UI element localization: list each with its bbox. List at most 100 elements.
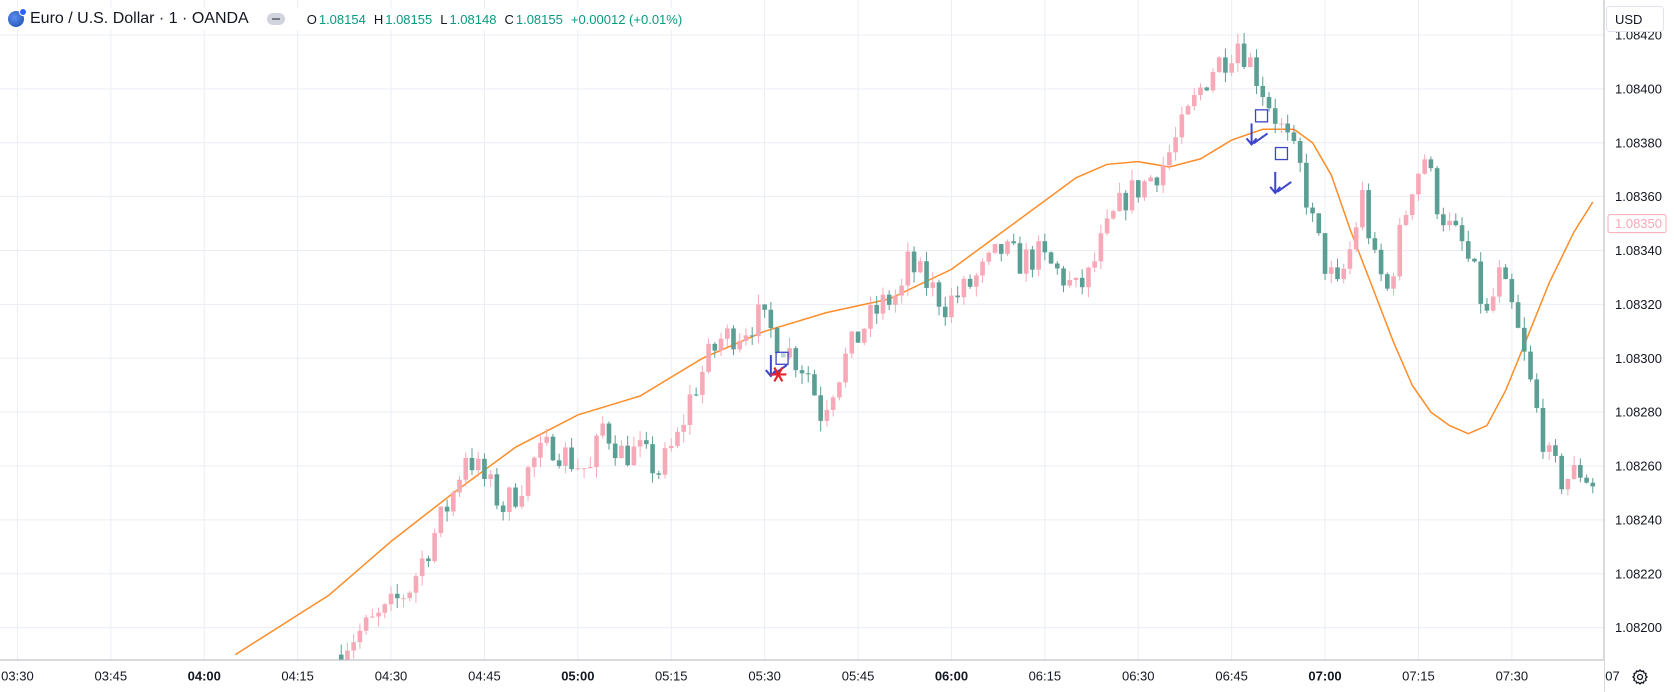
candle <box>749 327 755 345</box>
candle-body <box>1123 192 1129 211</box>
candle-body <box>1160 165 1166 186</box>
eye-icon[interactable] <box>266 13 285 25</box>
candle <box>1048 251 1054 265</box>
candle-body <box>1042 241 1048 253</box>
candle <box>812 369 817 396</box>
candle <box>1441 207 1446 232</box>
candle <box>675 427 680 449</box>
time-tick-label: 03:30 <box>1 669 34 684</box>
candle <box>544 428 550 446</box>
candle-body <box>1017 243 1023 274</box>
candle-body <box>675 431 680 446</box>
candle <box>407 591 413 602</box>
candle <box>1484 297 1490 314</box>
candle-body <box>525 467 531 496</box>
currency-button[interactable]: USD <box>1606 6 1664 32</box>
candle <box>1509 273 1515 309</box>
candle-body <box>942 306 948 318</box>
candle <box>1459 217 1465 251</box>
candle-body <box>936 282 942 307</box>
candle <box>874 295 880 325</box>
candle <box>886 290 892 311</box>
candle-body <box>370 616 375 618</box>
candle <box>1397 218 1403 281</box>
candle <box>494 467 500 510</box>
candle-body <box>1179 114 1185 138</box>
candle-body <box>837 382 842 398</box>
candle-body <box>1135 180 1141 198</box>
candle <box>1073 277 1079 288</box>
candle-body <box>1447 220 1452 226</box>
candle-body <box>961 278 967 298</box>
trade-markers-layer <box>765 109 1292 382</box>
candle <box>1360 181 1365 231</box>
candle <box>768 301 774 338</box>
candle <box>594 433 599 478</box>
candle <box>444 499 450 522</box>
candle-body <box>1104 218 1110 234</box>
candle-body <box>1571 465 1577 480</box>
candle <box>1540 398 1546 459</box>
candle-body <box>1272 108 1278 124</box>
candle-body <box>1198 87 1203 96</box>
candle <box>587 457 593 469</box>
candle-body <box>693 394 699 396</box>
candle-body <box>1521 327 1527 352</box>
candle <box>1198 83 1203 101</box>
candle-body <box>886 294 892 305</box>
candle-body <box>1098 233 1104 262</box>
candle <box>644 431 649 449</box>
candle-body <box>1553 445 1558 456</box>
candle-body <box>382 604 388 613</box>
candle-body <box>475 458 481 471</box>
settings-icon[interactable] <box>1630 667 1650 687</box>
candle <box>1173 126 1178 161</box>
candle-body <box>357 630 363 643</box>
candle-body <box>575 468 581 470</box>
candle <box>1335 258 1340 282</box>
candle-body <box>507 487 512 512</box>
candle-body <box>924 261 929 288</box>
symbol-title[interactable]: Euro / U.S. Dollar · 1 · OANDA <box>30 10 249 27</box>
candle <box>419 550 425 586</box>
candle <box>1472 258 1477 263</box>
candle-body <box>587 467 593 469</box>
candle-body <box>1285 123 1290 133</box>
candle <box>1353 221 1359 252</box>
time-tick-label: 06:45 <box>1215 669 1248 684</box>
open-value: 1.08154 <box>318 11 366 27</box>
candle-body <box>1279 123 1284 125</box>
candle-body <box>793 348 799 371</box>
low-label: L <box>440 11 448 27</box>
candle <box>1011 233 1017 246</box>
candle-body <box>1248 57 1253 67</box>
candle <box>712 342 718 358</box>
candle <box>1521 317 1527 361</box>
candle-body <box>700 371 705 395</box>
price-tick-label: 1.08320 <box>1615 297 1662 312</box>
candle <box>743 328 749 346</box>
candle-body <box>818 395 823 421</box>
candle-body <box>426 558 431 562</box>
arrow-head <box>1269 186 1281 195</box>
candle <box>1254 49 1259 95</box>
candle-body <box>1297 141 1303 163</box>
candle <box>1148 175 1153 182</box>
candle <box>538 433 543 468</box>
candle-body <box>1054 263 1060 269</box>
candle-body <box>494 474 500 506</box>
price-tick-label: 1.08280 <box>1615 405 1662 420</box>
candle-body <box>1360 190 1365 228</box>
candle-body <box>419 558 425 577</box>
candle-body <box>1322 233 1328 274</box>
candle-body <box>1385 274 1390 289</box>
candle-body <box>1111 211 1116 219</box>
candle-body <box>980 261 985 276</box>
candle <box>376 607 381 627</box>
candle <box>488 470 493 487</box>
price-tick-label: 1.08360 <box>1615 189 1662 204</box>
time-tick-label: 05:30 <box>748 669 781 684</box>
candle-body <box>718 338 724 351</box>
candle-body <box>1148 177 1153 182</box>
